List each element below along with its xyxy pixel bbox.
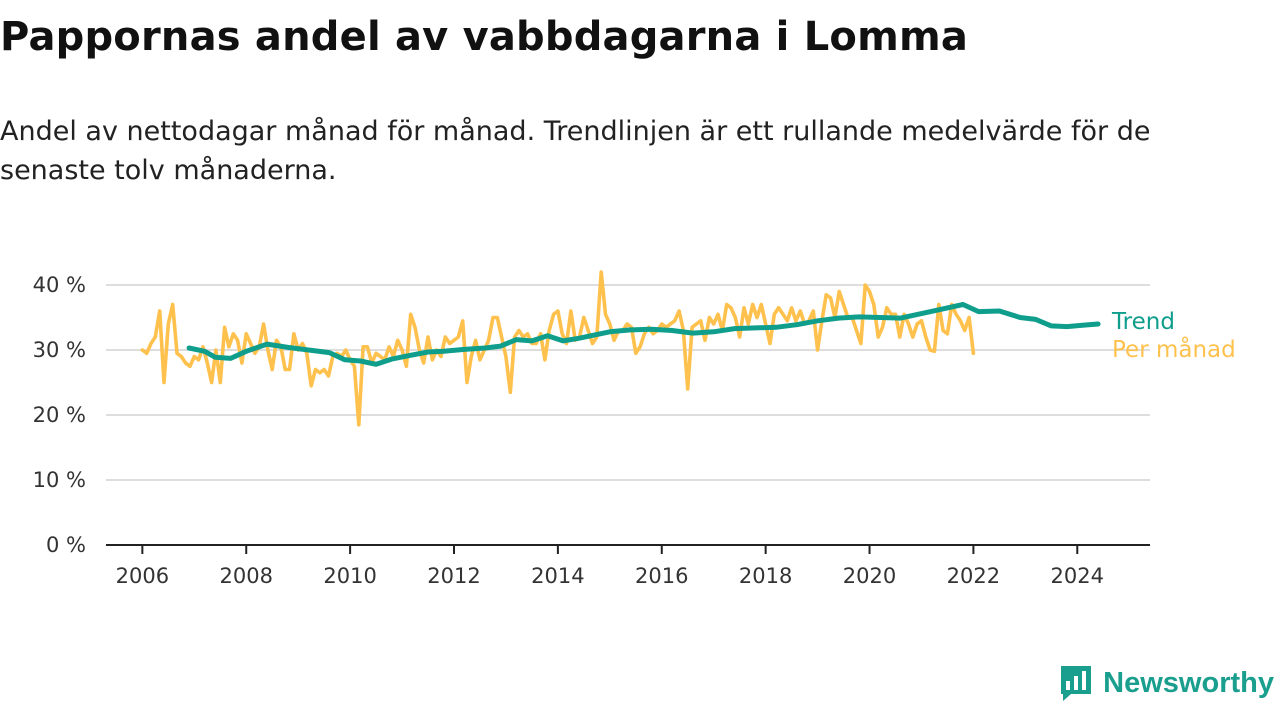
- series-line-per-manad: [140, 270, 976, 427]
- series-lines: [140, 270, 1101, 427]
- x-tick-label: 2020: [843, 564, 896, 588]
- tick-labels: 0 % 10 % 20 % 30 % 40 % 2006 2008 2010 2012 2014 2…: [33, 273, 1104, 588]
- line-chart: 0 % 10 % 20 % 30 % 40 % 2006 2008 2010 2012 2014 2…: [33, 270, 1236, 588]
- y-tick-label: 10 %: [33, 468, 86, 492]
- x-tick-label: 2018: [739, 564, 792, 588]
- x-tick-label: 2024: [1051, 564, 1104, 588]
- x-tick-label: 2010: [323, 564, 376, 588]
- legend-label-trend: Trend: [1111, 309, 1175, 335]
- x-tick-label: 2008: [220, 564, 273, 588]
- x-tick-label: 2012: [427, 564, 480, 588]
- x-axis: [106, 544, 1150, 554]
- x-tick-label: 2006: [116, 564, 169, 588]
- newsworthy-logo[interactable]: Newsworthy: [1059, 664, 1274, 702]
- newsworthy-logo-icon: [1061, 666, 1092, 701]
- legend-label-per-manad: Per månad: [1112, 335, 1236, 363]
- grid-lines: [106, 284, 1150, 481]
- chart-title: Pappornas andel av vabbdagarna i Lomma: [0, 14, 969, 60]
- y-tick-label: 0 %: [46, 533, 86, 557]
- x-tick-label: 2022: [947, 564, 1000, 588]
- y-tick-label: 40 %: [33, 273, 86, 297]
- y-tick-label: 30 %: [33, 338, 86, 362]
- x-tick-label: 2016: [635, 564, 688, 588]
- chart-subtitle: Andel av nettodagar månad för månad. Tre…: [0, 116, 1151, 186]
- y-tick-label: 20 %: [33, 403, 86, 427]
- x-tick-label: 2014: [531, 564, 584, 588]
- brand-name: Newsworthy: [1103, 666, 1274, 699]
- series-line-trend: [186, 302, 1101, 367]
